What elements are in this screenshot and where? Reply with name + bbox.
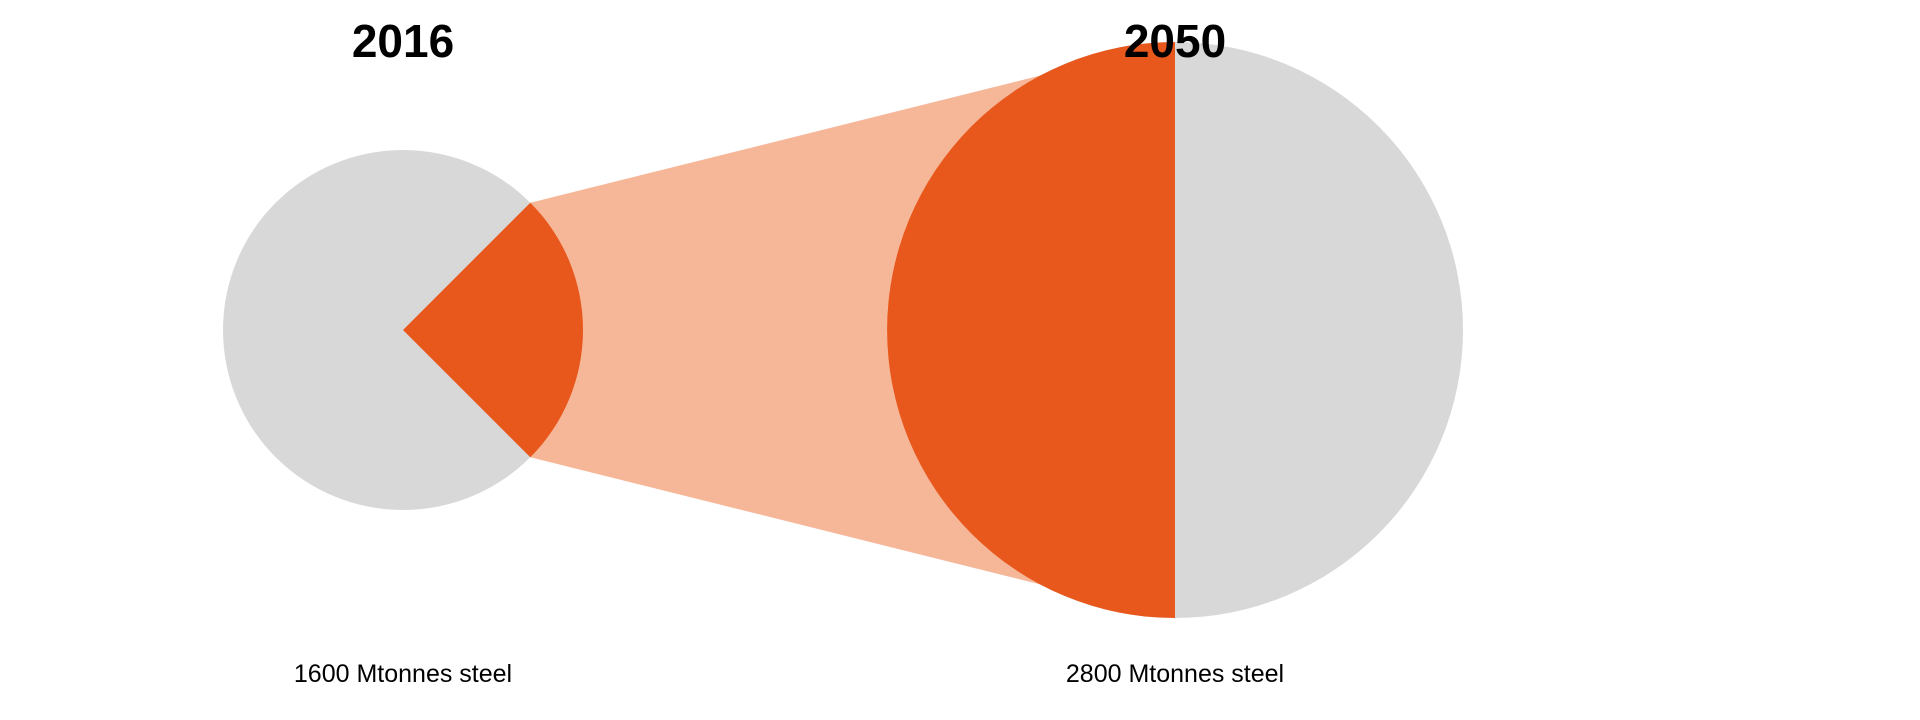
steel-growth-diagram: 2016 2050 1600 Mtonnes steel 2800 Mtonne… xyxy=(0,0,1920,720)
left-caption: 1600 Mtonnes steel xyxy=(294,660,512,689)
right-caption: 2800 Mtonnes steel xyxy=(1066,660,1284,689)
right-year-label: 2050 xyxy=(1124,14,1226,68)
diagram-svg xyxy=(0,0,1920,720)
left-year-label: 2016 xyxy=(352,14,454,68)
